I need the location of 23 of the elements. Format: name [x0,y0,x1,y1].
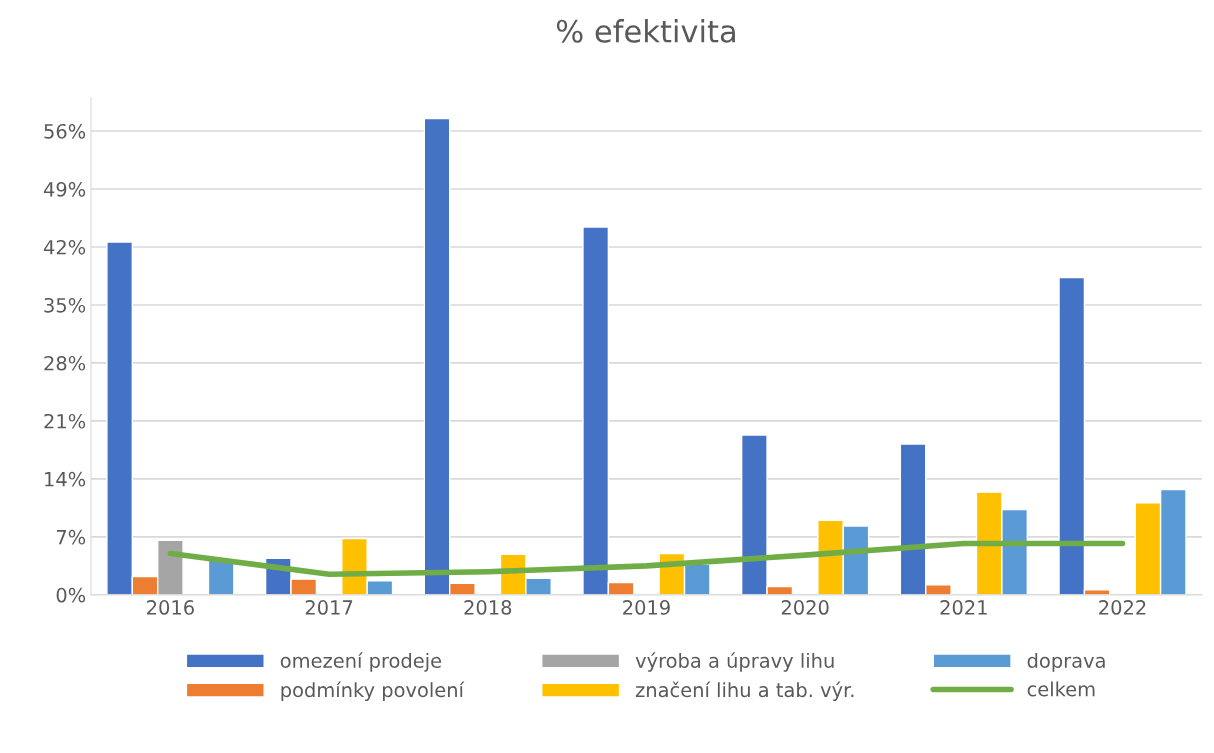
legend-label: značení lihu a tab. výr. [635,681,854,702]
y-tick-label: 7% [56,529,86,545]
x-tick-label: 2022 [1099,600,1146,615]
y-tick-label: 28% [44,355,86,371]
y-tick-label: 49% [43,181,86,197]
legend-label: celkem [1027,681,1095,697]
y-tick-label: 42% [43,239,86,255]
y-tick-label: 0% [56,587,86,603]
y-tick-label: 35% [44,297,86,313]
chart-title: % efektivita [556,19,735,43]
x-tick-label: 2020 [781,600,829,615]
x-tick-label: 2017 [305,600,353,615]
legend-label: doprava [1027,652,1105,672]
y-tick-label: 56% [44,123,86,139]
legend-label: výroba a úpravy lihu [635,652,834,672]
y-tick-label: 14% [45,471,86,487]
x-tick-label: 2016 [147,600,194,615]
legend-label: omezení prodeje [280,652,442,672]
x-tick-label: 2021 [940,600,987,615]
y-tick-label: 21% [44,413,86,429]
x-tick-label: 2019 [623,600,670,615]
legend-label: podmínky povolení [281,681,465,702]
x-tick-label: 2018 [464,600,512,615]
